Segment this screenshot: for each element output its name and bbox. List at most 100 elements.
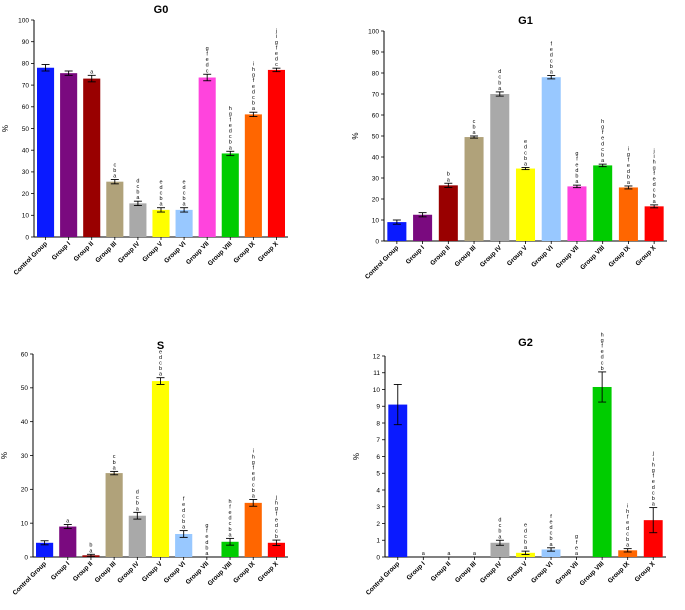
bar bbox=[490, 94, 510, 241]
bar bbox=[388, 404, 408, 557]
bar bbox=[106, 181, 124, 237]
y-tick-label: 100 bbox=[368, 28, 379, 35]
significance-label: a bbox=[66, 519, 70, 525]
y-axis-label: % bbox=[1, 125, 10, 132]
x-tick-label: Group V bbox=[506, 560, 530, 584]
y-tick-label: 5 bbox=[376, 471, 380, 478]
x-tick-label: Group X bbox=[634, 244, 658, 268]
x-tick-label: Control Group bbox=[365, 560, 401, 596]
chart-title: G2 bbox=[518, 337, 533, 349]
x-tick-label: Group VIII bbox=[207, 560, 234, 587]
y-tick-label: 10 bbox=[21, 520, 29, 527]
y-tick-label: 11 bbox=[373, 370, 380, 377]
y-axis-label: % bbox=[352, 453, 361, 460]
x-tick-label: Group I bbox=[50, 560, 71, 581]
y-tick-label: 90 bbox=[372, 49, 380, 56]
y-tick-label: 40 bbox=[21, 419, 29, 426]
y-tick-label: 20 bbox=[22, 191, 30, 198]
x-tick-label: Group I bbox=[405, 560, 426, 581]
bar bbox=[413, 214, 433, 241]
y-tick-label: 2 bbox=[376, 521, 380, 528]
x-tick-label: Group IV bbox=[479, 244, 504, 269]
x-tick-label: Group VI bbox=[530, 244, 554, 268]
y-tick-label: 10 bbox=[372, 217, 380, 224]
y-tick-label: 40 bbox=[372, 154, 380, 161]
x-tick-label: Group IX bbox=[607, 560, 632, 585]
y-tick-label: 50 bbox=[21, 385, 29, 392]
x-tick-label: Group VIII bbox=[579, 244, 606, 271]
x-tick-label: Group VIII bbox=[207, 240, 234, 267]
y-tick-label: 80 bbox=[22, 61, 30, 68]
bar bbox=[541, 77, 561, 241]
y-tick-label: 0 bbox=[24, 554, 28, 561]
x-tick-label: Group IV bbox=[479, 560, 504, 585]
significance-label: a bbox=[422, 551, 426, 557]
y-tick-label: 4 bbox=[376, 487, 380, 494]
bar bbox=[618, 187, 638, 241]
bar bbox=[644, 206, 664, 241]
y-tick-label: 12 bbox=[373, 353, 381, 360]
y-tick-label: 0 bbox=[376, 554, 380, 561]
x-tick-label: Group IX bbox=[607, 244, 632, 269]
bar bbox=[83, 78, 101, 237]
x-tick-label: Group V bbox=[141, 240, 165, 264]
y-tick-label: 30 bbox=[372, 175, 380, 182]
x-tick-label: Group IV bbox=[116, 560, 141, 585]
bar bbox=[541, 549, 561, 557]
y-tick-label: 3 bbox=[376, 504, 380, 511]
x-tick-label: Group VII bbox=[555, 244, 581, 270]
y-tick-label: 50 bbox=[22, 126, 30, 133]
chart-title: G1 bbox=[518, 15, 533, 27]
x-tick-label: Group III bbox=[94, 240, 118, 264]
y-tick-label: 50 bbox=[372, 133, 380, 140]
x-tick-label: Group X bbox=[634, 560, 658, 584]
y-tick-label: 9 bbox=[376, 404, 380, 411]
x-tick-label: Group X bbox=[257, 240, 281, 264]
bar bbox=[244, 502, 262, 557]
x-tick-label: Group III bbox=[454, 244, 478, 268]
x-tick-label: Group VI bbox=[530, 560, 554, 584]
y-tick-label: 70 bbox=[22, 82, 30, 89]
x-tick-label: Control Group bbox=[12, 560, 48, 596]
bar bbox=[60, 73, 78, 237]
x-tick-label: Group VIII bbox=[579, 560, 606, 587]
y-tick-label: 20 bbox=[21, 487, 29, 494]
y-tick-label: 1 bbox=[376, 538, 380, 545]
bar bbox=[198, 77, 216, 237]
x-tick-label: Group II bbox=[429, 244, 452, 267]
x-tick-label: Control Group bbox=[364, 244, 400, 280]
y-tick-label: 60 bbox=[372, 112, 380, 119]
x-tick-label: Group II bbox=[72, 560, 95, 583]
y-tick-label: 20 bbox=[372, 196, 380, 203]
bar bbox=[592, 386, 612, 557]
x-tick-label: Group III bbox=[94, 560, 118, 584]
x-tick-label: Group VII bbox=[554, 560, 580, 586]
y-tick-label: 8 bbox=[376, 420, 380, 427]
x-tick-label: Group II bbox=[430, 560, 453, 583]
y-tick-label: 30 bbox=[21, 453, 29, 460]
bar bbox=[129, 203, 147, 237]
bar bbox=[244, 114, 262, 237]
bar bbox=[387, 222, 407, 241]
chart-title: G0 bbox=[154, 4, 169, 16]
bar bbox=[36, 542, 54, 557]
